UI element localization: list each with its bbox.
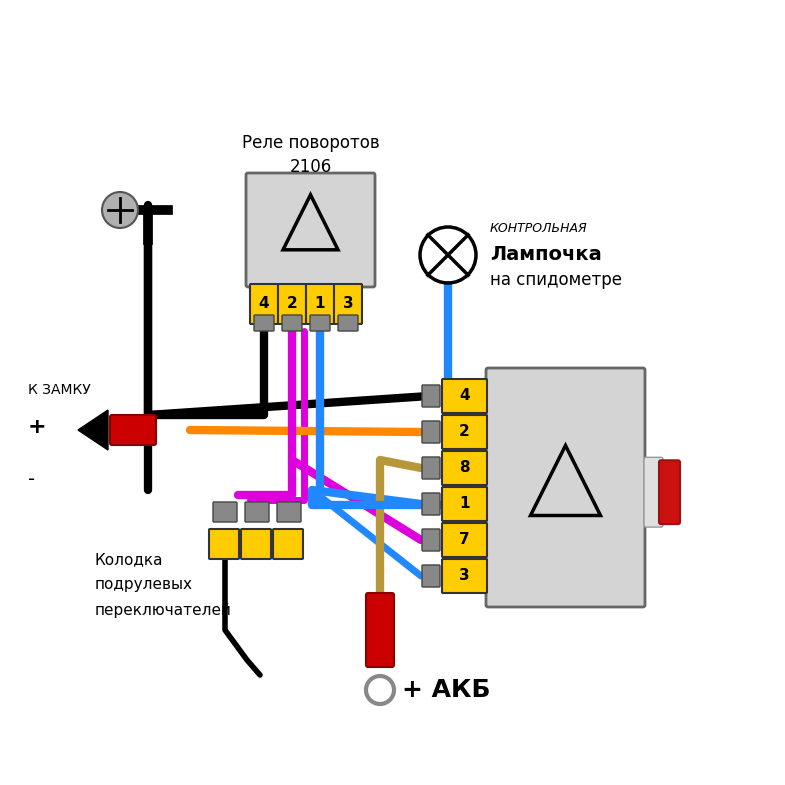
FancyBboxPatch shape	[254, 315, 274, 331]
Text: Колодка: Колодка	[95, 553, 163, 568]
Text: подрулевых: подрулевых	[95, 578, 193, 593]
FancyBboxPatch shape	[644, 458, 663, 527]
FancyBboxPatch shape	[209, 529, 239, 559]
Text: 1: 1	[459, 496, 469, 512]
FancyBboxPatch shape	[245, 502, 269, 522]
Text: переключателей: переключателей	[95, 603, 232, 618]
Text: + АКБ: + АКБ	[402, 678, 491, 702]
FancyBboxPatch shape	[334, 284, 362, 324]
FancyBboxPatch shape	[213, 502, 237, 522]
FancyBboxPatch shape	[310, 315, 330, 331]
Text: 2: 2	[459, 425, 470, 440]
FancyBboxPatch shape	[486, 368, 645, 607]
FancyBboxPatch shape	[422, 493, 440, 515]
FancyBboxPatch shape	[366, 593, 394, 667]
FancyBboxPatch shape	[306, 284, 334, 324]
FancyBboxPatch shape	[422, 529, 440, 551]
Text: +: +	[28, 417, 46, 437]
Text: -: -	[28, 470, 35, 490]
FancyBboxPatch shape	[110, 415, 156, 445]
Text: КОНТРОЛЬНАЯ: КОНТРОЛЬНАЯ	[490, 221, 588, 235]
FancyBboxPatch shape	[659, 460, 680, 524]
FancyBboxPatch shape	[250, 284, 278, 324]
Text: 2: 2	[287, 297, 298, 312]
Polygon shape	[78, 410, 108, 450]
FancyBboxPatch shape	[442, 415, 487, 449]
Text: 4: 4	[259, 297, 269, 312]
Text: 2106: 2106	[290, 158, 331, 176]
Text: 8: 8	[459, 461, 469, 476]
Text: Реле поворотов: Реле поворотов	[242, 134, 379, 152]
FancyBboxPatch shape	[442, 379, 487, 413]
FancyBboxPatch shape	[277, 502, 301, 522]
Text: на спидометре: на спидометре	[490, 271, 622, 289]
FancyBboxPatch shape	[422, 385, 440, 407]
FancyBboxPatch shape	[442, 487, 487, 521]
Circle shape	[102, 192, 138, 228]
FancyBboxPatch shape	[338, 315, 358, 331]
Text: 1: 1	[315, 297, 325, 312]
FancyBboxPatch shape	[273, 529, 303, 559]
FancyBboxPatch shape	[278, 284, 306, 324]
Text: 3: 3	[459, 568, 469, 583]
Text: 4: 4	[459, 389, 469, 403]
FancyBboxPatch shape	[442, 451, 487, 485]
Text: Лампочка: Лампочка	[490, 246, 602, 265]
FancyBboxPatch shape	[422, 565, 440, 587]
FancyBboxPatch shape	[246, 173, 375, 287]
Text: 3: 3	[343, 297, 353, 312]
FancyBboxPatch shape	[442, 559, 487, 593]
Text: К ЗАМКУ: К ЗАМКУ	[28, 383, 91, 397]
FancyBboxPatch shape	[422, 457, 440, 479]
FancyBboxPatch shape	[282, 315, 302, 331]
FancyBboxPatch shape	[241, 529, 271, 559]
FancyBboxPatch shape	[442, 523, 487, 557]
FancyBboxPatch shape	[422, 421, 440, 443]
Text: 7: 7	[459, 532, 469, 547]
